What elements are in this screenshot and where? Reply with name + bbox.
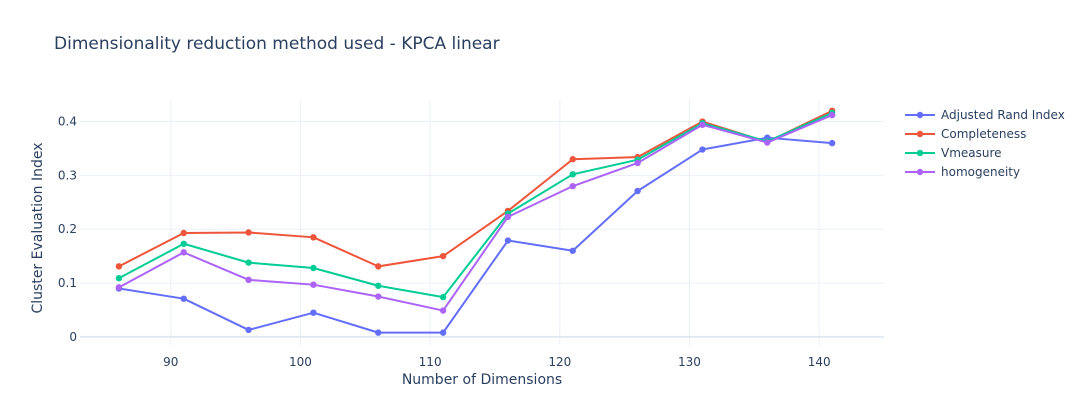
data-point <box>180 249 187 256</box>
x-axis-title: Number of Dimensions <box>402 372 562 388</box>
legend-label: Vmeasure <box>941 146 1002 160</box>
data-point <box>439 252 447 260</box>
y-tick-label: 0.3 <box>58 168 77 182</box>
data-point <box>634 187 641 195</box>
data-point <box>310 264 317 272</box>
series-line <box>118 114 833 312</box>
data-point <box>375 293 382 300</box>
y-axis-title: Cluster Evaluation Index <box>30 142 46 313</box>
data-point <box>245 229 252 236</box>
data-point <box>699 121 706 128</box>
legend-item-vmeasure[interactable]: Vmeasure <box>905 146 1002 160</box>
data-point <box>375 282 382 289</box>
data-point <box>115 275 123 282</box>
x-tick-label: 100 <box>289 355 312 369</box>
y-tick-label: 0 <box>69 330 77 344</box>
legend-item-adjusted-rand-index[interactable]: Adjusted Rand Index <box>905 108 1065 122</box>
x-tick-label: 120 <box>548 355 571 369</box>
legend-swatch-marker <box>916 111 924 119</box>
series-line <box>118 136 833 334</box>
data-point <box>828 111 836 119</box>
legend-swatch-marker <box>916 149 924 157</box>
data-point <box>245 259 252 266</box>
x-tick-label: 130 <box>678 355 701 369</box>
data-point <box>569 156 576 163</box>
legend-label: Adjusted Rand Index <box>941 108 1065 122</box>
data-point <box>245 276 252 284</box>
data-point <box>180 229 187 237</box>
y-tick-label: 0.2 <box>58 222 77 236</box>
legend-swatch-marker <box>916 168 924 176</box>
legend-swatch-marker <box>916 130 924 138</box>
data-point <box>504 237 512 244</box>
chart-title: Dimensionality reduction method used - K… <box>54 34 500 54</box>
x-tick-label: 110 <box>419 355 442 369</box>
data-point <box>439 329 447 336</box>
data-point <box>375 329 382 336</box>
data-point <box>310 234 317 241</box>
data-point <box>375 263 382 270</box>
legend-item-completeness[interactable]: Completeness <box>905 127 1026 141</box>
data-point <box>310 309 317 316</box>
legend-item-homogeneity[interactable]: homogeneity <box>905 165 1020 179</box>
x-tick-label: 90 <box>163 355 178 369</box>
legend[interactable]: Adjusted Rand Index Completeness Vmeasure h… <box>905 108 1065 179</box>
y-tick-label: 0.4 <box>58 115 77 129</box>
data-point <box>764 139 771 146</box>
data-point <box>439 307 447 314</box>
data-point <box>634 159 641 167</box>
data-point <box>115 284 123 291</box>
data-point <box>828 139 836 147</box>
data-point <box>569 247 576 254</box>
series-line <box>118 112 833 299</box>
series-homogeneity <box>115 111 836 314</box>
series-line <box>118 109 833 268</box>
data-point <box>180 240 187 247</box>
tick-labels: 90 100 110 120 130 140 0 0.1 0.2 0.3 0.4 <box>58 115 831 369</box>
legend-label: Completeness <box>941 127 1026 141</box>
data-point <box>504 213 512 221</box>
data-point <box>115 263 123 270</box>
legend-label: homogeneity <box>941 165 1020 179</box>
data-point <box>439 293 447 301</box>
data-point <box>569 182 576 190</box>
plot-background <box>80 100 884 345</box>
series-layer <box>115 107 836 336</box>
x-tick-label: 140 <box>808 355 831 369</box>
series-adjusted-rand-index <box>115 134 836 336</box>
data-point <box>180 295 187 302</box>
data-point <box>310 281 317 288</box>
y-tick-label: 0.1 <box>58 276 77 290</box>
data-point <box>699 146 706 153</box>
data-point <box>245 326 252 334</box>
data-point <box>569 171 576 178</box>
